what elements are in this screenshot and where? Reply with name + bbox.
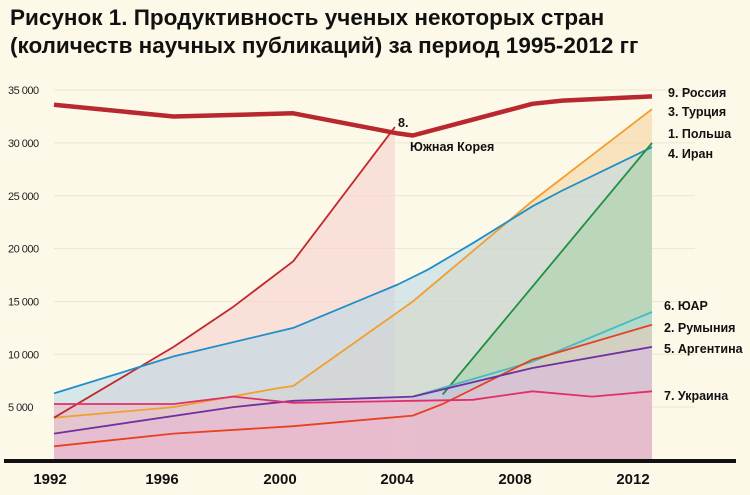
chart-title: Рисунок 1. Продуктивность ученых некотор…: [10, 4, 638, 60]
series-label: 1. Польша: [668, 127, 732, 141]
chart-title-line-1: Рисунок 1. Продуктивность ученых некотор…: [10, 5, 605, 30]
y-tick-label: 30 000: [8, 138, 39, 150]
series-label: 3. Турция: [668, 105, 726, 119]
y-tick-label: 35 000: [8, 85, 39, 97]
chart-title-line-2: (количеств научных публикаций) за период…: [10, 33, 639, 58]
line-Иран: [442, 142, 653, 396]
line-Турция: [53, 108, 653, 419]
line-Польша: [53, 146, 653, 395]
x-tick-label: 1996: [145, 471, 178, 488]
series-label: 9. Россия: [668, 86, 726, 100]
series-label: 2. Румыния: [664, 321, 735, 335]
label-number-south-korea: 8.: [398, 116, 408, 130]
x-tick-label: 2008: [498, 471, 531, 488]
series-label: 4. Иран: [668, 147, 713, 161]
x-tick-label: 2012: [616, 471, 649, 488]
series-label: 7. Украина: [664, 389, 729, 403]
line-Южная Корея: [53, 126, 396, 419]
y-tick-label: 25 000: [8, 191, 39, 203]
y-tick-label: 10 000: [8, 349, 39, 361]
x-tick-label: 1992: [33, 471, 66, 488]
y-tick-label: 15 000: [8, 296, 39, 308]
label-south-korea: Южная Корея: [410, 140, 494, 154]
line-Аргентина: [53, 346, 653, 435]
series-label: 5. Аргентина: [664, 342, 744, 356]
area-Украина: [54, 391, 652, 460]
y-tick-label: 20 000: [8, 244, 39, 256]
x-tick-label: 2000: [263, 471, 296, 488]
series-label: 6. ЮАР: [664, 299, 708, 313]
y-tick-label: 5 000: [8, 402, 33, 414]
line-ЮАР: [412, 311, 653, 398]
line-Украина: [54, 390, 653, 405]
line-Румыния: [53, 323, 653, 448]
line-Россия: [53, 94, 653, 138]
x-tick-label: 2004: [380, 471, 414, 488]
